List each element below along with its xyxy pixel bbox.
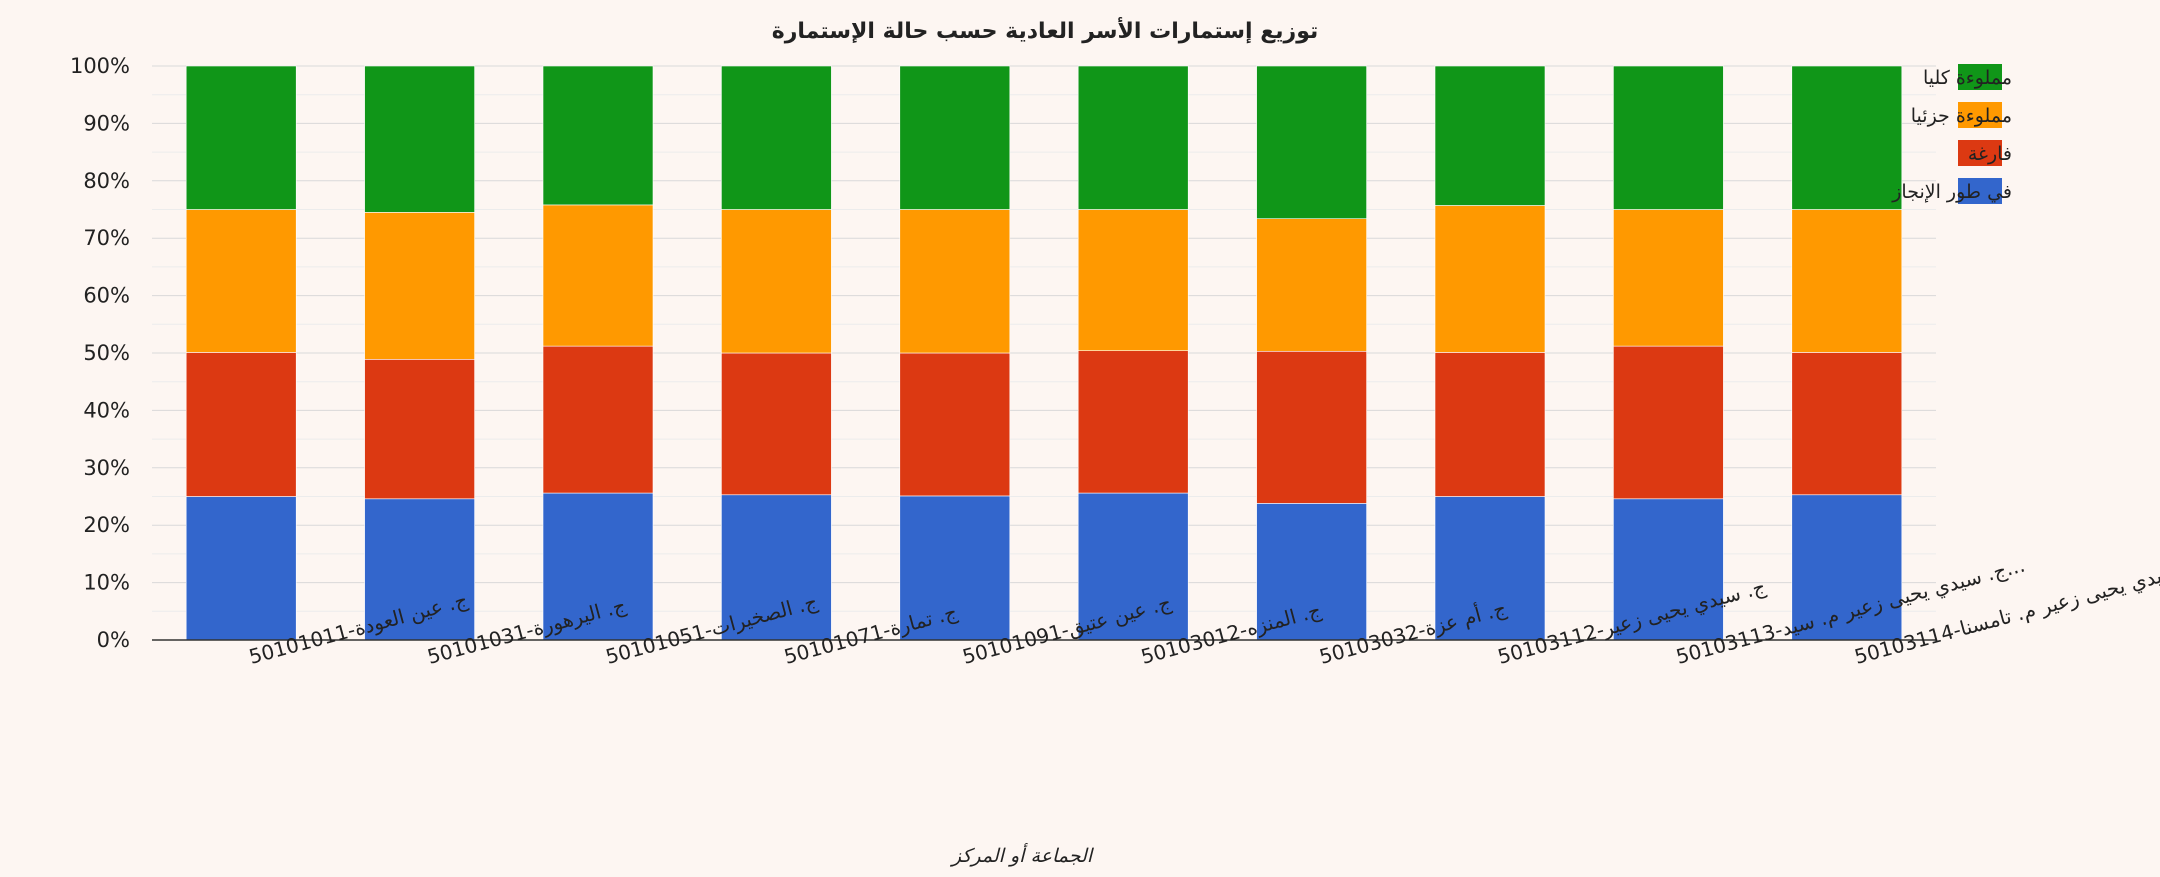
y-tick-label: 90%: [83, 111, 130, 135]
x-axis-label: الجماعة أو المركز: [950, 843, 1095, 867]
bar-segment: [1791, 494, 1903, 641]
y-tick-label: 40%: [83, 398, 130, 422]
bar-segment: [1613, 65, 1724, 210]
bar-segment: [1077, 492, 1189, 641]
bar-segment: [1434, 65, 1546, 206]
bar-segment: [1791, 65, 1903, 210]
bar-segment: [542, 345, 654, 494]
bar-segment: [1077, 209, 1189, 352]
bar-segment: [542, 65, 654, 206]
y-tick-label: 60%: [83, 284, 130, 308]
legend-label: مملوءة جزئيا: [1911, 105, 2012, 127]
y-tick-label: 80%: [83, 169, 130, 193]
bar-segment: [1434, 496, 1546, 641]
bar-segment: [721, 494, 832, 641]
bar-segment: [721, 65, 832, 210]
bar-segment: [1256, 218, 1367, 352]
y-tick-label: 0%: [97, 628, 130, 652]
bar-segment: [542, 204, 654, 347]
y-tick-label: 30%: [83, 456, 130, 480]
legend-label: فارغة: [1968, 143, 2012, 165]
y-tick-label: 20%: [83, 513, 130, 537]
y-tick-label: 100%: [70, 54, 130, 78]
bar-segment: [899, 65, 1011, 210]
bar-segment: [721, 352, 832, 496]
y-tick-label: 70%: [83, 226, 130, 250]
bar-segment: [542, 492, 654, 641]
bar-segment: [364, 359, 475, 500]
y-tick-label: 10%: [83, 571, 130, 595]
bar-segment: [1434, 205, 1546, 353]
bar-segment: [899, 495, 1011, 641]
y-tick-label: 50%: [83, 341, 130, 365]
bar-segment: [1256, 350, 1367, 504]
legend-label: في طور الإنجاز: [1891, 181, 2012, 203]
bar-segment: [185, 209, 297, 353]
legend-label: مملوءة كليا: [1923, 67, 2012, 89]
bar-segment: [1613, 209, 1724, 347]
bar-segment: [1256, 65, 1367, 219]
bar-segment: [1791, 209, 1903, 353]
bar-segment: [185, 352, 297, 497]
legend: مملوءة كليا مملوءة جزئيا فارغة في طور الإنج…: [1891, 64, 2012, 204]
legend-swatch: [1958, 102, 2002, 128]
bar-segment: [364, 65, 475, 213]
legend-swatch: [1958, 64, 2002, 90]
bar-segment: [1434, 352, 1546, 497]
legend-swatch: [1958, 140, 2002, 166]
bar-segment: [1077, 350, 1189, 494]
chart-title: توزيع إستمارات الأسر العادية حسب حالة ال…: [772, 16, 1319, 44]
bar-segment: [1077, 65, 1189, 210]
bar-segment: [899, 352, 1011, 497]
bar-segment: [185, 496, 297, 641]
bar-segment: [364, 498, 475, 641]
bar-segment: [364, 212, 475, 360]
bars: [185, 65, 1903, 641]
bar-segment: [185, 65, 297, 210]
y-axis-ticks: 0% 10% 20% 30% 40% 50% 60% 70% 80% 90% 100%: [70, 54, 130, 652]
bar-segment: [1791, 352, 1903, 496]
legend-swatch: [1958, 178, 2002, 204]
bar-segment: [1613, 345, 1724, 500]
bar-segment: [721, 209, 832, 354]
bar-segment: [899, 209, 1011, 354]
bar-segment: [1613, 498, 1724, 641]
